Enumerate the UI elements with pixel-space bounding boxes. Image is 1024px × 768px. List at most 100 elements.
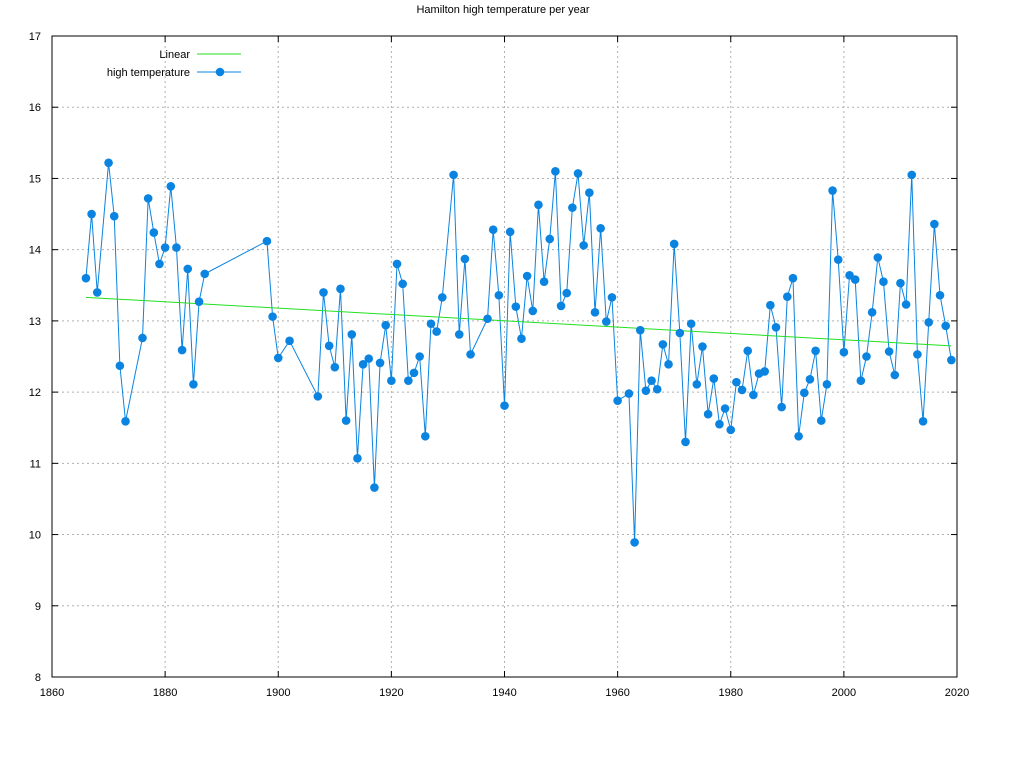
temperature-data-point [347, 330, 357, 339]
temperature-data-point [494, 290, 504, 300]
temperature-data-point [726, 425, 736, 435]
temperature-data-point [262, 236, 272, 246]
temperature-data-point [709, 374, 719, 383]
temperature-data-point [149, 228, 159, 237]
temperature-data-point [392, 259, 402, 269]
temperature-data-point [918, 417, 928, 426]
temperature-data-point [81, 273, 91, 283]
temperature-data-point [166, 181, 176, 191]
temperature-data-point [703, 409, 713, 419]
temperature-data-point [87, 209, 96, 219]
temperature-data-point [358, 360, 368, 369]
temperature-data-point [890, 370, 900, 380]
temperature-data-point [913, 350, 922, 359]
temperature-data-point [799, 388, 809, 398]
temperature-data-point [839, 347, 849, 357]
temperature-data-point [590, 308, 600, 317]
temperature-data-point [273, 353, 283, 363]
temperature-data-point [353, 454, 362, 463]
temperature-data-point [415, 352, 424, 361]
temperature-data-point [850, 275, 860, 284]
temperature-data-point [630, 538, 639, 547]
temperature-data-point [488, 225, 498, 235]
temperature-data-point [602, 317, 611, 326]
temperature-data-point [177, 345, 187, 355]
temperature-data-point [652, 384, 662, 394]
temperature-data-point [437, 293, 447, 302]
x-tick-label: 1880 [153, 687, 177, 699]
temperature-data-point [901, 300, 911, 309]
temperature-data-point [749, 390, 758, 400]
temperature-data-point [109, 211, 119, 221]
temperature-data-point [194, 297, 204, 306]
temperature-data-point [539, 277, 549, 287]
temperature-data-point [517, 334, 526, 343]
series-layer [81, 158, 956, 547]
temperature-data-point [160, 243, 170, 252]
temperature-data-point [387, 376, 396, 386]
temperature-data-point [692, 379, 702, 389]
temperature-data-point [121, 417, 130, 426]
x-tick-label: 1860 [40, 687, 64, 699]
temperature-data-point [511, 302, 521, 311]
temperature-data-point [115, 361, 125, 371]
temperature-data-point [568, 203, 577, 212]
temperature-data-point [816, 416, 826, 425]
temperature-data-point [907, 170, 917, 180]
temperature-data-point [183, 264, 193, 274]
chart-title: Hamilton high temperature per year [416, 4, 589, 16]
temperature-data-point [449, 170, 458, 180]
temperature-data-point [833, 255, 843, 264]
temperature-data-point [268, 312, 277, 321]
temperature-data-point [92, 288, 102, 297]
temperature-data-point [551, 167, 560, 176]
temperature-data-point [404, 376, 413, 386]
temperature-data-point [862, 352, 871, 361]
temperature-data-point [941, 321, 950, 331]
temperature-data-point [534, 200, 543, 210]
temperature-data-point [562, 288, 572, 298]
temperature-data-point [737, 385, 747, 395]
y-tick-label: 10 [29, 530, 41, 542]
temperature-data-point [505, 227, 515, 237]
temperature-data-point [896, 278, 905, 288]
temperature-data-point [573, 169, 583, 178]
temperature-data-point [856, 376, 866, 386]
temperature-data-point [155, 259, 164, 269]
temperature-data-point [766, 300, 775, 310]
temperature-data-point [828, 186, 837, 195]
temperature-data-point [522, 271, 532, 281]
temperature-data-point [686, 319, 696, 329]
x-tick-label: 1900 [266, 687, 290, 699]
temperature-data-point [545, 234, 555, 244]
temperature-data-point [370, 483, 379, 492]
temperature-data-point [324, 341, 334, 351]
temperature-data-point [930, 219, 939, 229]
temperature-data-point [336, 284, 345, 294]
legend-marker-temperature [215, 67, 225, 77]
axes: 1860 1880 1900 1920 1940 1960 1980 2000 2020 8 9 10… [29, 31, 969, 699]
temperature-data-point [104, 158, 113, 168]
legend-label-linear: Linear [159, 49, 190, 61]
temperature-data-point [330, 362, 340, 372]
temperature-data-point [879, 277, 888, 287]
temperature-data-point [421, 431, 430, 441]
temperature-data-point [873, 253, 883, 262]
temperature-data-point [788, 273, 798, 283]
temperature-data-point [426, 319, 436, 329]
temperature-data-point [189, 379, 198, 389]
x-tick-label: 1960 [605, 687, 629, 699]
temperature-data-point [720, 404, 730, 413]
temperature-data-point [579, 241, 588, 250]
temperature-data-point [771, 322, 781, 332]
temperature-data-point [313, 392, 323, 401]
temperature-data-point [698, 342, 707, 351]
temperature-data-point [669, 239, 679, 249]
temperature-data-point [466, 350, 475, 359]
temperature-data-point [341, 416, 351, 425]
y-tick-label: 15 [29, 173, 41, 185]
temperature-data-point [432, 327, 441, 336]
y-tick-label: 17 [29, 31, 41, 43]
temperature-data-point [811, 346, 820, 356]
